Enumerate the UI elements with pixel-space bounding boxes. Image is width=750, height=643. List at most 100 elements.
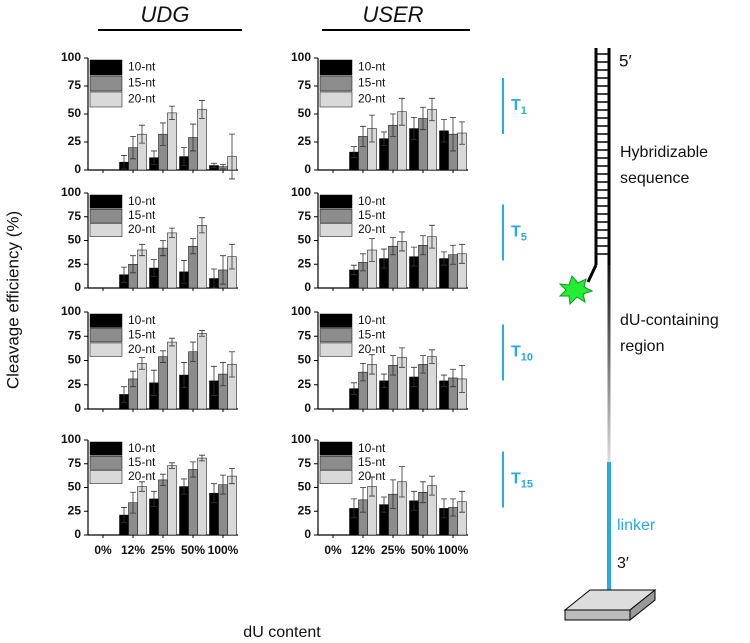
y-tick-label: 75 (68, 328, 82, 342)
diagram-label: region (620, 338, 664, 355)
error-bar (160, 122, 166, 146)
y-tick-label: 0 (74, 280, 81, 294)
error-bar (420, 235, 426, 256)
row-label: T15 (511, 471, 533, 491)
diagram-label: dU-containing (620, 312, 719, 329)
y-tick-label: 25 (68, 377, 82, 391)
error-bar (151, 150, 157, 165)
error-bar (190, 238, 196, 255)
x-tick-label: 0% (324, 543, 342, 557)
error-bar (399, 466, 405, 498)
bar (427, 356, 437, 410)
legend-swatch (319, 342, 353, 357)
y-tick-label: 75 (298, 456, 312, 470)
x-tick-label: 25% (381, 543, 405, 557)
error-bar (459, 243, 465, 264)
y-tick-label: 75 (68, 78, 82, 92)
error-bar (450, 368, 456, 388)
legend-label: 15-nt (358, 455, 386, 469)
error-bar (369, 354, 375, 375)
error-bar (390, 237, 396, 256)
error-bar (420, 355, 426, 374)
error-bar (121, 155, 127, 170)
y-tick-label: 50 (68, 480, 82, 494)
y-tick-label: 75 (68, 456, 82, 470)
legend-swatch (319, 313, 353, 328)
error-bar (181, 147, 187, 166)
y-tick-label: 50 (68, 106, 82, 120)
legend-swatch (89, 455, 123, 470)
legend-swatch (319, 328, 353, 343)
error-bar (130, 255, 136, 274)
legend-label: 10-nt (128, 194, 156, 208)
error-bar (169, 337, 175, 347)
error-bar (229, 243, 235, 270)
legend-label: 15-nt (358, 76, 386, 90)
legend-label: 15-nt (128, 327, 156, 341)
error-bar (229, 351, 235, 378)
error-bar (199, 217, 205, 234)
error-bar (160, 350, 166, 363)
error-bar (381, 248, 387, 269)
x-tick-label: 12% (351, 543, 375, 557)
y-tick-label: 0 (304, 401, 311, 415)
error-bar (360, 363, 366, 382)
legend-label: 15-nt (128, 76, 156, 90)
y-tick-label: 50 (298, 353, 312, 367)
error-bar (429, 349, 435, 364)
error-bar (220, 474, 226, 495)
error-bar (121, 386, 127, 403)
error-bar (151, 259, 157, 277)
error-bar (390, 113, 396, 137)
legend-swatch (319, 470, 353, 484)
error-bar (229, 468, 235, 485)
bar (158, 479, 168, 536)
y-tick-label: 0 (74, 401, 81, 415)
legend-swatch (319, 194, 353, 209)
x-axis-label: dU content (243, 624, 321, 641)
error-bar (399, 231, 405, 252)
legend-label: 10-nt (358, 441, 386, 455)
bar (188, 469, 198, 536)
legend-label: 10-nt (128, 313, 156, 327)
error-bar (450, 244, 456, 265)
bar (167, 112, 177, 171)
bar (167, 232, 177, 289)
y-tick-label: 25 (298, 134, 312, 148)
error-bar (441, 251, 447, 266)
bar (227, 475, 237, 536)
error-bar (381, 496, 387, 513)
error-bar (381, 131, 387, 146)
y-tick-label: 25 (68, 134, 82, 148)
three-prime: 3′ (617, 555, 629, 572)
y-tick-label: 75 (298, 328, 312, 342)
error-bar (130, 370, 136, 388)
error-bar (211, 162, 217, 169)
y-tick-label: 50 (298, 233, 312, 247)
error-bar (450, 498, 456, 517)
error-bar (181, 362, 187, 389)
error-bar (169, 462, 175, 469)
bar (137, 486, 147, 536)
legend-label: 10-nt (358, 194, 386, 208)
probe-diagram (558, 48, 657, 622)
error-bar (441, 498, 447, 519)
x-tick-label: 12% (121, 543, 145, 557)
error-bar (369, 238, 375, 262)
error-bar (220, 164, 226, 170)
y-tick-label: 0 (304, 527, 311, 541)
error-bar (381, 373, 387, 389)
error-bar (139, 243, 145, 257)
error-bar (121, 507, 127, 524)
error-bar (420, 481, 426, 504)
linker-label: linker (617, 517, 656, 534)
error-bar (130, 491, 136, 514)
legend-swatch (319, 59, 353, 76)
y-tick-label: 0 (304, 162, 311, 176)
error-bar (181, 478, 187, 495)
error-bar (351, 498, 357, 519)
error-bar (160, 240, 166, 257)
error-bar (351, 382, 357, 395)
